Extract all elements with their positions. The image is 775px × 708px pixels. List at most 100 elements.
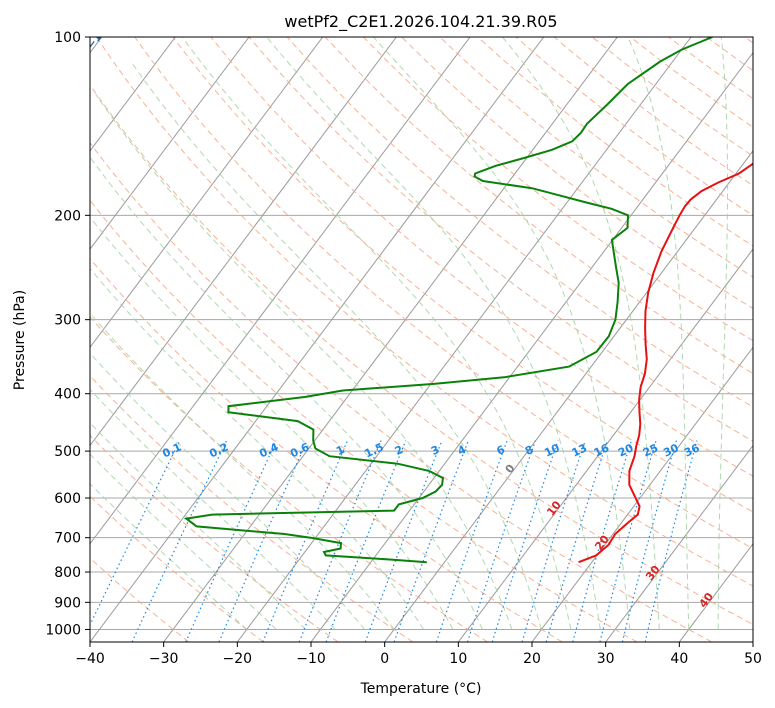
y-axis-label: Pressure (hPa): [12, 290, 28, 390]
moist-adiabat: [90, 352, 365, 630]
isotherm-line: [90, 37, 176, 152]
dry-adiabat: [90, 199, 638, 642]
mixing-ratio-line: [644, 440, 698, 642]
x-tick-label: 0: [380, 651, 389, 667]
mixing-ratio-label: 30: [661, 441, 681, 459]
y-tick-label: 1000: [45, 622, 81, 638]
mixing-ratio-label: 13: [570, 441, 589, 459]
mixing-ratio-label: 25: [641, 441, 660, 459]
plot-frame: [89, 36, 754, 643]
isotherm-label: −10: [0, 0, 13, 3]
dry-adiabat: [744, 37, 753, 44]
moist-adiabat: [627, 37, 690, 630]
mixing-ratio-line: [298, 440, 382, 642]
moist-adiabat: [95, 94, 513, 630]
mixing-ratio-label: 16: [592, 441, 612, 459]
isotherm-label: −100: [84, 18, 114, 52]
y-tick-label: 400: [54, 387, 81, 403]
dry-adiabat: [363, 37, 753, 342]
mixing-ratio-label: 2: [393, 443, 405, 458]
dry-adiabat: [401, 37, 753, 310]
dry-adiabat: [90, 84, 753, 625]
dry-adiabat: [90, 142, 712, 642]
mixing-ratio-line: [491, 440, 559, 642]
dewpoint-line: [183, 37, 713, 564]
isotherm-label: −60: [0, 0, 13, 3]
isotherm-label: 10: [544, 498, 564, 518]
mixing-ratio-line: [521, 440, 586, 642]
x-tick-label: −10: [296, 651, 326, 667]
moist-adiabat: [266, 37, 601, 630]
isotherm-label: −70: [0, 0, 13, 3]
isotherm-line: [163, 37, 618, 642]
isotherm-label: −30: [0, 0, 13, 3]
dry-adiabat: [286, 37, 753, 408]
x-tick-label: 20: [523, 651, 541, 667]
isotherm-line: [90, 37, 471, 545]
y-tick-label: 300: [54, 313, 81, 329]
mixing-ratio-label: 6: [495, 443, 508, 458]
moist-adiabat: [90, 312, 395, 630]
dry-adiabat: [172, 37, 753, 513]
isotherm-line: [90, 37, 250, 250]
mixing-ratio-line: [218, 440, 308, 642]
mixing-ratio-label: 0.1: [160, 440, 183, 460]
x-tick-label: 10: [449, 651, 467, 667]
isotherm-line: [90, 37, 397, 447]
mixing-ratio-label: 20: [616, 441, 636, 459]
isotherm-label: −20: [0, 0, 13, 3]
isotherm-line: [531, 346, 753, 642]
y-tick-label: 100: [54, 30, 81, 46]
mixing-ratio-line: [621, 440, 677, 642]
mixing-ratio-line: [90, 440, 181, 627]
isotherm-label: −50: [0, 0, 13, 3]
moist-adiabat: [181, 37, 572, 630]
dry-adiabats: [90, 37, 753, 642]
moist-adiabat: [90, 267, 424, 630]
mixing-ratio-label: 3: [429, 443, 441, 458]
isotherm-line: [457, 248, 753, 642]
isotherm-label: 40: [697, 590, 717, 610]
isopleth-labels: 0.10.20.40.611.52346810131620253036−100−…: [0, 0, 717, 610]
dry-adiabat: [210, 37, 753, 477]
x-tick-label: 30: [597, 651, 615, 667]
isotherm-line: [90, 37, 324, 349]
isotherm-label: −40: [0, 0, 13, 3]
y-axis-ticks: 100 200 300 400 500 600 700 800 900 1000: [45, 30, 90, 638]
y-tick-label: 700: [54, 531, 81, 547]
isotherm-line: [384, 150, 753, 642]
isotherm-line: [310, 51, 753, 642]
mixing-ratio-label: 10: [542, 441, 562, 459]
dry-adiabat: [134, 37, 753, 550]
chart-title: wetPf2_C2E1.2026.104.21.39.R05: [284, 12, 557, 32]
moist-adiabat: [717, 37, 728, 630]
isotherm-label: 0: [503, 462, 518, 476]
mixing-ratio-label: 0.6: [288, 440, 311, 460]
moist-adiabat: [502, 37, 660, 630]
mixing-ratio-label: 1: [334, 443, 346, 458]
mixing-ratio-line: [393, 440, 469, 642]
mixing-ratio-line: [185, 440, 277, 642]
isobar-gridlines: [90, 37, 753, 630]
moist-adiabat: [130, 61, 542, 630]
y-tick-label: 200: [54, 208, 81, 224]
plot-area: 0.10.20.40.611.52346810131620253036−100−…: [0, 0, 753, 642]
x-tick-label: 50: [744, 651, 762, 667]
moist-adiabat: [90, 453, 277, 630]
dry-adiabat: [706, 37, 753, 72]
x-tick-label: −40: [75, 651, 105, 667]
isotherm-lines: [90, 37, 753, 642]
dry-adiabat: [668, 37, 753, 100]
isotherm-line: [90, 37, 545, 642]
y-tick-label: 900: [54, 595, 81, 611]
moist-adiabat: [90, 216, 454, 630]
mixing-ratio-label: 0.4: [257, 440, 280, 460]
mixing-ratio-label: 36: [682, 441, 702, 459]
dry-adiabat: [90, 257, 563, 642]
x-axis-label: Temperature (°C): [360, 681, 482, 697]
sounding-series: [183, 37, 753, 564]
mixing-ratio-label: 1.5: [363, 441, 386, 461]
mixing-ratio-line: [131, 440, 228, 642]
